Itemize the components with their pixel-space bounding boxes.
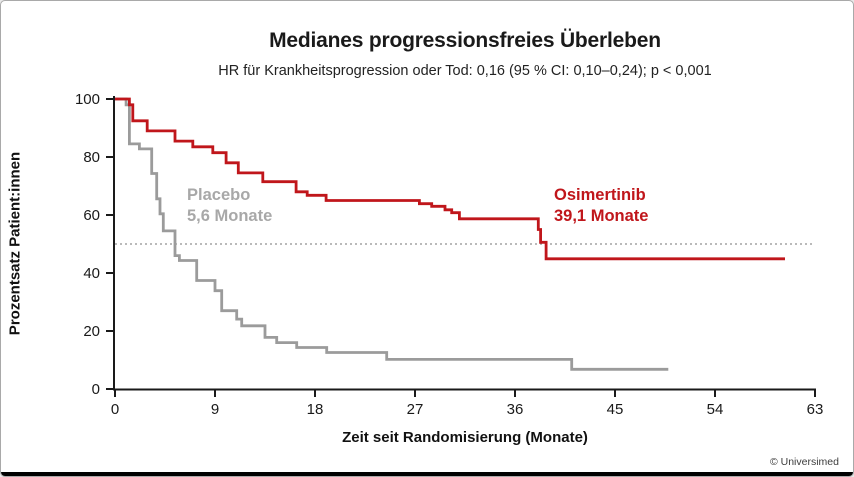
x-tick-label: 36 (507, 401, 524, 418)
osimertinib-median: 39,1 Monate (554, 207, 649, 225)
chart-subtitle: HR für Krankheitsprogression oder Tod: 0… (218, 63, 712, 79)
bottom-accent-bar (1, 472, 853, 476)
x-axis-label: Zeit seit Randomisierung (Monate) (342, 429, 588, 446)
copyright-credit: © Universimed (769, 456, 839, 468)
x-tick-label: 18 (307, 401, 324, 418)
x-tick-label: 63 (807, 401, 824, 418)
y-tick-label: 40 (83, 265, 100, 282)
placebo-curve (115, 97, 669, 371)
placebo-curve-label: Placebo 5,6 Monate (187, 185, 272, 227)
x-tick-label: 45 (607, 401, 624, 418)
placebo-name: Placebo (187, 186, 251, 204)
x-tick-label: 0 (111, 401, 119, 418)
chart-title: Medianes progressionsfreies Überleben (269, 29, 661, 52)
x-tick-label: 9 (211, 401, 219, 418)
x-tick-label: 54 (707, 401, 724, 418)
y-tick-label: 80 (83, 149, 100, 166)
placebo-median: 5,6 Monate (187, 207, 273, 225)
osimertinib-name: Osimertinib (554, 186, 646, 204)
y-tick-label: 20 (83, 323, 100, 340)
osimertinib-curve (115, 97, 785, 261)
y-tick-label: 100 (75, 91, 100, 108)
y-axis-label: Prozentsatz Patient:innen (6, 151, 24, 336)
y-tick-label: 60 (83, 207, 100, 224)
x-tick-label: 27 (407, 401, 424, 418)
osimertinib-curve-label: Osimertinib 39,1 Monate (554, 185, 648, 227)
y-tick-label: 0 (92, 381, 100, 398)
